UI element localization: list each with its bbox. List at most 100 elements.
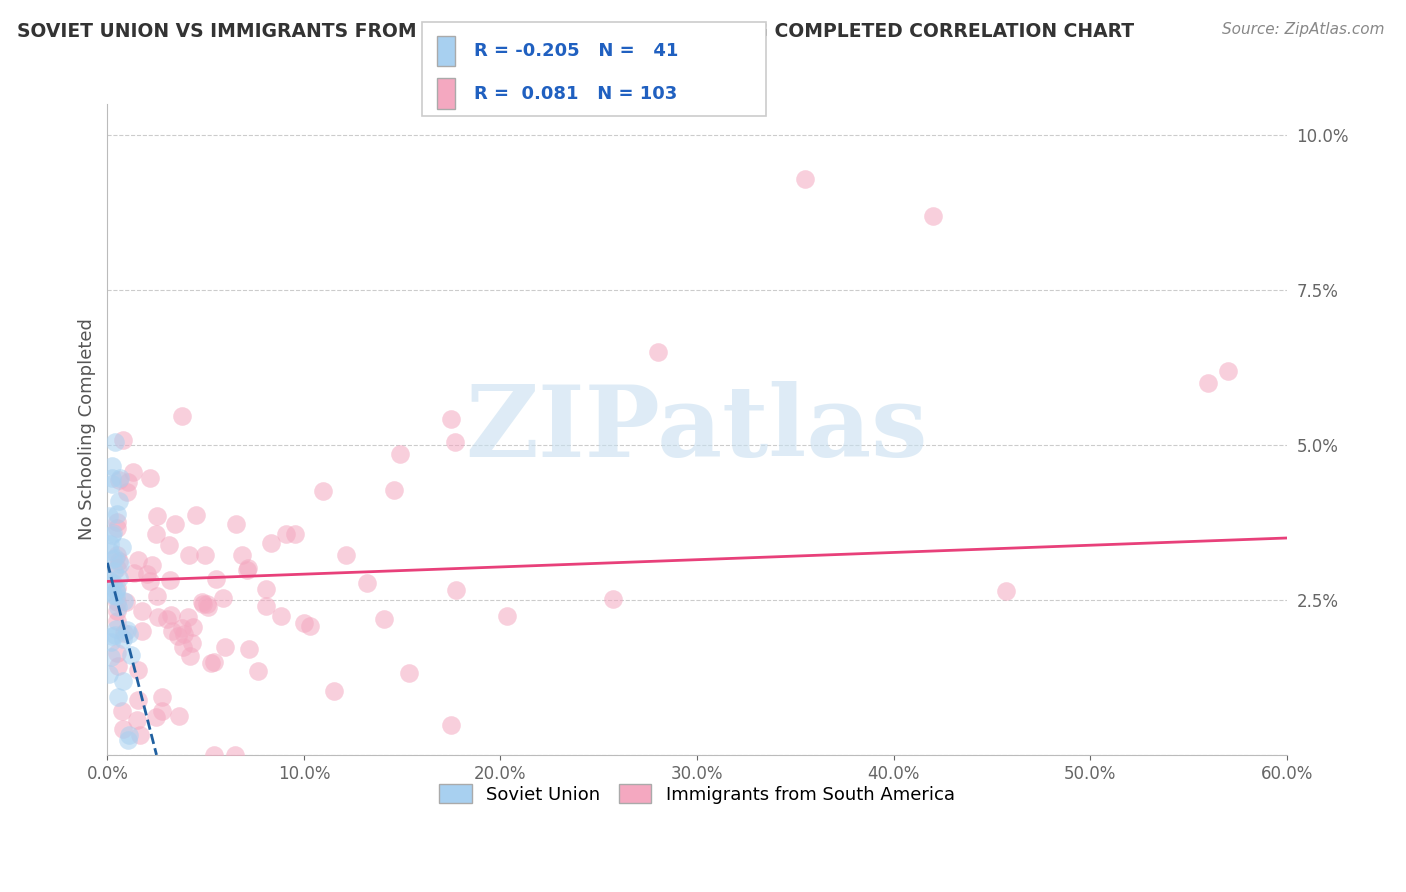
Immigrants from South America <box>105 521 128 535</box>
Legend: Soviet Union, Immigrants from South America: Soviet Union, Immigrants from South Amer… <box>432 777 962 811</box>
Immigrants from South America <box>124 566 146 580</box>
Text: Source: ZipAtlas.com: Source: ZipAtlas.com <box>1222 22 1385 37</box>
Immigrants from South America <box>111 723 134 737</box>
Text: R =  0.081   N = 103: R = 0.081 N = 103 <box>474 85 678 103</box>
Immigrants from South America <box>794 171 817 186</box>
Immigrants from South America <box>202 655 225 669</box>
Immigrants from South America <box>247 664 270 678</box>
Immigrants from South America <box>127 663 149 677</box>
Immigrants from South America <box>115 485 138 500</box>
Immigrants from South America <box>159 574 181 588</box>
Immigrants from South America <box>131 624 153 638</box>
Soviet Union <box>104 550 127 565</box>
Immigrants from South America <box>177 548 200 562</box>
Immigrants from South America <box>214 640 236 655</box>
Immigrants from South America <box>105 646 128 660</box>
Soviet Union <box>98 509 121 524</box>
Immigrants from South America <box>105 595 128 609</box>
Soviet Union <box>112 673 135 688</box>
Immigrants from South America <box>107 659 129 673</box>
Immigrants from South America <box>921 209 943 223</box>
Immigrants from South America <box>270 608 292 623</box>
Soviet Union <box>112 632 135 647</box>
Soviet Union <box>117 627 139 641</box>
Immigrants from South America <box>373 611 395 625</box>
Immigrants from South America <box>212 591 235 605</box>
Immigrants from South America <box>235 564 257 578</box>
Immigrants from South America <box>145 710 167 724</box>
Immigrants from South America <box>388 447 411 461</box>
Immigrants from South America <box>202 747 225 762</box>
Immigrants from South America <box>224 747 246 762</box>
Immigrants from South America <box>254 582 277 596</box>
Immigrants from South America <box>138 574 160 588</box>
Immigrants from South America <box>115 595 138 609</box>
Y-axis label: No Schooling Completed: No Schooling Completed <box>79 318 96 541</box>
Immigrants from South America <box>276 527 298 541</box>
Immigrants from South America <box>105 581 128 595</box>
Immigrants from South America <box>112 626 135 640</box>
Immigrants from South America <box>127 714 149 728</box>
Immigrants from South America <box>172 409 194 423</box>
Immigrants from South America <box>254 599 277 614</box>
Soviet Union <box>98 544 121 558</box>
Immigrants from South America <box>440 412 463 426</box>
Soviet Union <box>120 648 142 663</box>
Immigrants from South America <box>444 583 467 598</box>
Immigrants from South America <box>335 548 357 562</box>
Immigrants from South America <box>195 597 218 611</box>
Soviet Union <box>103 576 125 591</box>
Immigrants from South America <box>181 636 204 650</box>
Immigrants from South America <box>260 536 283 550</box>
Text: R = -0.205   N =   41: R = -0.205 N = 41 <box>474 42 678 60</box>
Immigrants from South America <box>127 693 149 707</box>
Immigrants from South America <box>105 516 128 530</box>
Immigrants from South America <box>225 517 247 532</box>
Immigrants from South America <box>107 474 129 488</box>
Immigrants from South America <box>131 604 153 618</box>
Immigrants from South America <box>179 648 201 663</box>
Soviet Union <box>111 540 134 554</box>
Immigrants from South America <box>172 621 194 635</box>
Immigrants from South America <box>184 508 207 522</box>
Immigrants from South America <box>146 590 169 604</box>
Immigrants from South America <box>145 527 167 541</box>
Immigrants from South America <box>136 567 159 582</box>
Immigrants from South America <box>440 717 463 731</box>
Immigrants from South America <box>105 615 128 629</box>
Soviet Union <box>104 628 127 642</box>
Immigrants from South America <box>167 709 190 723</box>
Immigrants from South America <box>121 466 143 480</box>
Soviet Union <box>101 459 124 474</box>
Immigrants from South America <box>160 608 183 623</box>
Immigrants from South America <box>238 642 260 657</box>
Immigrants from South America <box>117 475 139 489</box>
Immigrants from South America <box>146 508 169 523</box>
Immigrants from South America <box>1197 376 1219 390</box>
Soviet Union <box>101 476 124 491</box>
Soviet Union <box>108 557 131 571</box>
Immigrants from South America <box>172 640 194 654</box>
Immigrants from South America <box>602 592 624 607</box>
Immigrants from South America <box>231 549 253 563</box>
Soviet Union <box>101 471 124 485</box>
Immigrants from South America <box>152 690 174 704</box>
Immigrants from South America <box>283 527 305 541</box>
Soviet Union <box>100 585 122 599</box>
Immigrants from South America <box>112 433 135 447</box>
Soviet Union <box>104 435 127 450</box>
Soviet Union <box>108 494 131 508</box>
Immigrants from South America <box>356 576 378 591</box>
Soviet Union <box>98 537 121 551</box>
Text: SOVIET UNION VS IMMIGRANTS FROM SOUTH AMERICA NO SCHOOLING COMPLETED CORRELATION: SOVIET UNION VS IMMIGRANTS FROM SOUTH AM… <box>17 22 1135 41</box>
Immigrants from South America <box>165 516 187 531</box>
Immigrants from South America <box>156 612 179 626</box>
Immigrants from South America <box>146 610 169 624</box>
Soviet Union <box>100 634 122 648</box>
Soviet Union <box>103 588 125 602</box>
Immigrants from South America <box>105 604 128 618</box>
Immigrants from South America <box>157 538 180 552</box>
Immigrants from South America <box>105 549 128 563</box>
Immigrants from South America <box>107 554 129 568</box>
Immigrants from South America <box>183 620 205 634</box>
